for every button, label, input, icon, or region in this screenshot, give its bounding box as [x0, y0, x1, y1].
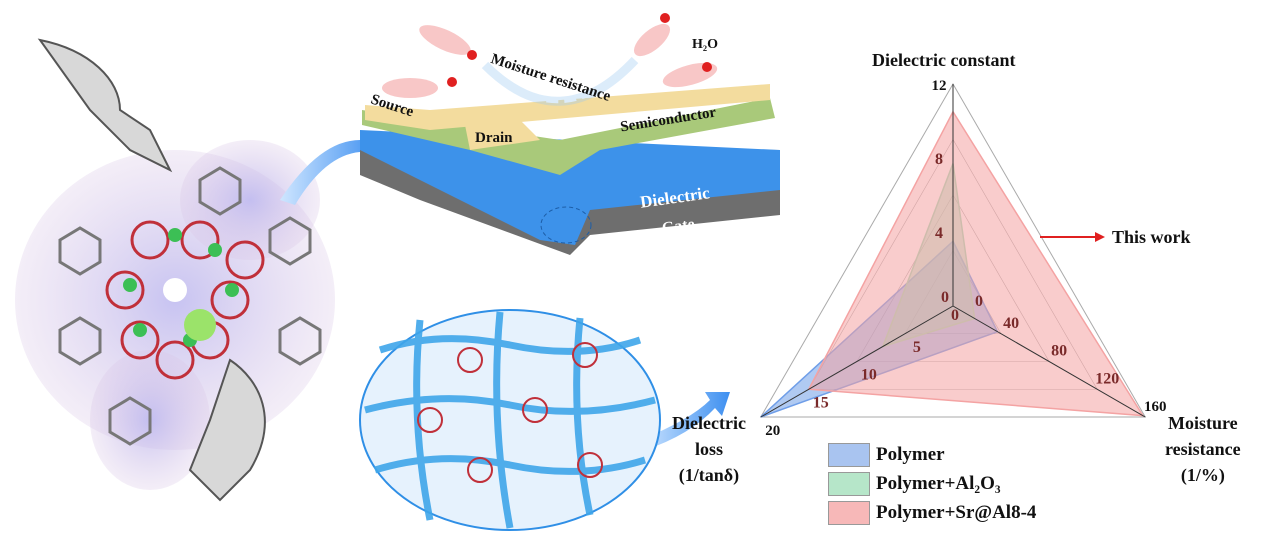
tick-label: 10	[861, 367, 877, 384]
legend-swatch	[828, 471, 870, 496]
axis-title-dielectric-loss: Dielectric loss (1/tanδ)	[672, 410, 746, 488]
axis-title-moisture-resistance: Moisture resistance (1/%)	[1165, 410, 1241, 488]
legend-swatch	[828, 500, 870, 525]
tick-label: 120	[1095, 370, 1119, 387]
legend-swatch	[828, 442, 870, 467]
grid-ring	[759, 83, 1147, 418]
axis-title-line: resistance	[1165, 439, 1241, 459]
series-polygon-2	[807, 110, 1145, 417]
legend-label: Polymer+Sr@Al8-4	[876, 501, 1037, 523]
legend-item: Polymer	[828, 440, 1036, 469]
this-work-label: This work	[1112, 227, 1191, 247]
tick-label: 5	[913, 339, 921, 356]
tick-label: 40	[1003, 315, 1019, 332]
axis-line	[952, 305, 1146, 418]
polymer-network-illustration	[359, 309, 661, 531]
tick-label: 160	[1144, 399, 1167, 415]
legend-label: Polymer+Al₂O₃	[876, 472, 1001, 494]
legend-label: Polymer	[876, 443, 945, 465]
tick-label: 0	[941, 289, 949, 306]
legend-item: Polymer+Sr@Al8-4	[828, 498, 1036, 527]
label-drain: Drain	[475, 130, 513, 146]
arrow-icon	[280, 130, 380, 205]
axis-title-line: Dielectric	[672, 413, 746, 433]
molecule-illustration	[15, 38, 335, 502]
axis-line	[760, 305, 954, 418]
legend-item: Polymer+Al₂O₃	[828, 469, 1036, 498]
legend: Polymer Polymer+Al₂O₃ Polymer+Sr@Al8-4	[828, 440, 1036, 527]
tick-label: 80	[1051, 343, 1067, 360]
tick-label: 0	[951, 307, 959, 324]
tick-label: 4	[935, 225, 943, 242]
device-illustration	[360, 13, 780, 255]
tick-label: 0	[975, 293, 983, 310]
arrowhead-icon	[1095, 232, 1105, 242]
label-h2o: H₂O	[692, 37, 718, 52]
tick-label: 15	[813, 394, 829, 411]
axis-title-dielectric-constant: Dielectric constant	[872, 50, 1016, 70]
tick-label: 20	[765, 423, 780, 439]
tick-label: 8	[935, 151, 943, 168]
axis-title-line: (1/%)	[1180, 465, 1225, 485]
tick-label: 12	[932, 78, 947, 94]
axis-title-line: (1/tanδ)	[678, 465, 740, 485]
axis-title-line: Moisture	[1168, 413, 1238, 433]
axis-title-line: loss	[694, 439, 723, 459]
arrow-icon	[640, 392, 730, 450]
